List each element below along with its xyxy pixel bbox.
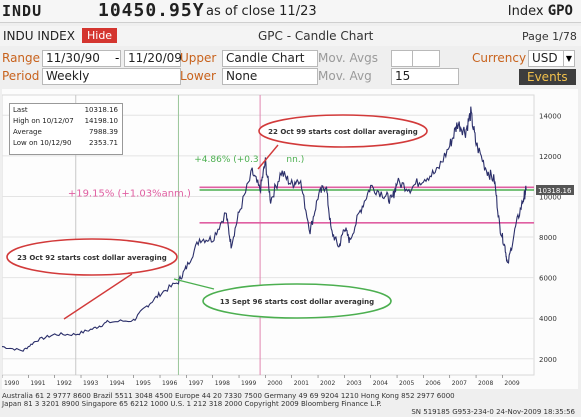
stat-avg-value: 7988.39 xyxy=(89,128,118,136)
range-start-field[interactable]: 11/30/90 xyxy=(42,50,121,67)
stat-low-label: Low on 10/12/90 xyxy=(13,139,72,147)
last-price: 10450.95Y xyxy=(98,0,205,21)
mov-avg-label: Mov. Avg xyxy=(318,69,372,83)
page-indicator: Page 1/78 xyxy=(522,30,577,43)
events-button[interactable]: Events xyxy=(519,69,576,85)
x-tick-label: 2009 xyxy=(504,380,519,387)
mov-avgs-label: Mov. Avgs xyxy=(318,51,378,65)
x-tick-label: 1993 xyxy=(83,380,98,387)
period-select[interactable]: Weekly xyxy=(42,68,181,85)
hide-button[interactable]: Hide xyxy=(82,28,118,43)
upper-chart-select[interactable]: Candle Chart xyxy=(222,50,318,67)
currency-dropdown-icon[interactable]: ▼ xyxy=(563,50,575,67)
x-tick-label: 2003 xyxy=(346,380,361,387)
x-tick-label: 2005 xyxy=(399,380,414,387)
x-tick-label: 2007 xyxy=(452,380,467,387)
y-tick-label: 10000 xyxy=(539,193,561,201)
last-price-tag xyxy=(536,184,574,195)
y-tick-label: 14000 xyxy=(539,112,561,120)
annotation-sept96-pointer xyxy=(173,278,215,290)
x-tick-label: 1999 xyxy=(241,380,256,387)
lower-label: Lower xyxy=(180,69,216,83)
ticker-symbol: INDU xyxy=(2,2,43,20)
index-label: Index xyxy=(507,4,544,19)
x-tick-label: 1996 xyxy=(162,380,177,387)
x-tick-label: 2000 xyxy=(267,380,282,387)
period-label: Period xyxy=(2,69,40,83)
chart-title-bar xyxy=(0,26,581,46)
lower-chart-select[interactable]: None xyxy=(222,68,318,85)
range-separator: - xyxy=(115,51,120,65)
green-percent-label-tail: nn.) xyxy=(286,155,304,165)
annotation-sept96-ellipse xyxy=(202,283,392,319)
currency-label: Currency xyxy=(472,51,527,65)
annotation-oct92-ellipse xyxy=(6,238,178,276)
stat-last-value: 10318.16 xyxy=(84,106,118,114)
range-end-field[interactable]: 11/20/09 xyxy=(124,50,182,67)
as-of-label: as of close 11/23 xyxy=(206,4,317,19)
y-tick-label: 12000 xyxy=(539,153,561,161)
upper-label: Upper xyxy=(180,51,217,65)
security-name: INDU INDEX xyxy=(3,29,75,43)
x-tick-label: 1998 xyxy=(215,380,230,387)
annotation-oct92-pointer xyxy=(63,273,133,320)
stat-last-label: Last xyxy=(13,106,28,114)
mov-avgs-field[interactable] xyxy=(391,50,413,67)
x-tick-label: 1991 xyxy=(30,380,45,387)
annotation-oct99-pointer xyxy=(257,144,279,170)
pink-percent-label: +19.15% (+1.03%anm.) xyxy=(68,188,191,199)
footer: Australia 61 2 9777 8600 Brazil 5511 304… xyxy=(0,392,581,417)
function-indicator: Index GPO xyxy=(508,3,573,19)
chart-area: 2000 4000 6000 8000 10000 12000 14000 1990 1991 1… xyxy=(1,89,578,389)
currency-select[interactable]: USD xyxy=(528,50,566,67)
x-tick-label: 2008 xyxy=(478,380,493,387)
x-tick-label: 2002 xyxy=(320,380,335,387)
stat-low-value: 2353.71 xyxy=(89,139,118,147)
price-series-line xyxy=(1,106,527,352)
stats-box: Last 10318.16 High on 10/12/07 14198.10 … xyxy=(9,103,123,155)
x-tick-label: 1995 xyxy=(136,380,151,387)
annotation-oct99-text: 22 Oct 99 starts cost dollar averaging xyxy=(268,128,418,136)
x-tick-label: 1994 xyxy=(109,380,124,387)
stat-avg-label: Average xyxy=(13,128,42,136)
x-tick-label: 1997 xyxy=(188,380,203,387)
last-price-tag-text: 10318.16 xyxy=(538,187,572,195)
y-tick-label: 8000 xyxy=(539,234,557,242)
annotation-oct99-ellipse xyxy=(258,114,428,148)
x-tick-label: 1992 xyxy=(57,380,72,387)
footer-line-1: Australia 61 2 9777 8600 Brazil 5511 304… xyxy=(2,392,455,400)
mov-avgs-field-2[interactable] xyxy=(412,50,440,67)
annotation-oct92-text: 23 Oct 92 starts cost dollar averaging xyxy=(17,254,167,262)
green-percent-label: +4.86% (+0.3 xyxy=(194,155,258,165)
x-tick-label: 2001 xyxy=(294,380,309,387)
x-tick-label: 1990 xyxy=(4,380,19,387)
y-tick-label: 6000 xyxy=(539,275,557,283)
function-code: GPO xyxy=(547,3,573,19)
range-label: Range xyxy=(2,51,41,65)
y-tick-label: 4000 xyxy=(539,315,557,323)
stat-high-value: 14198.10 xyxy=(84,117,118,125)
x-tick-label: 2004 xyxy=(373,380,388,387)
chart-title: GPC - Candle Chart xyxy=(258,29,374,43)
x-tick-label: 2006 xyxy=(425,380,440,387)
y-tick-label: 2000 xyxy=(539,356,557,364)
footer-line-2: Japan 81 3 3201 8900 Singapore 65 6212 1… xyxy=(2,400,382,408)
stat-high-label: High on 10/12/07 xyxy=(13,117,74,125)
footer-line-3: SN 519185 G953-234-0 24-Nov-2009 18:35:5… xyxy=(411,408,575,416)
security-header-bar xyxy=(0,0,581,23)
mov-avg-field[interactable]: 15 xyxy=(391,68,459,85)
annotation-sept96-text: 13 Sept 96 starts cost dollar averaging xyxy=(220,298,374,306)
